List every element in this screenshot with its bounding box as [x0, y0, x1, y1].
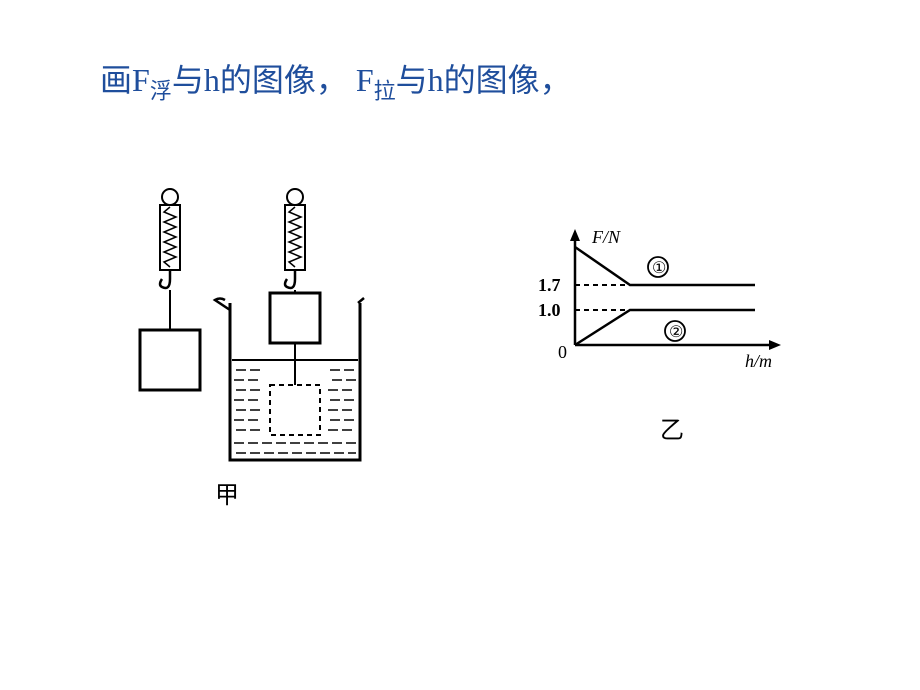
experiment-label: 甲: [215, 475, 239, 510]
title-part2: 与h的图像， F: [172, 62, 374, 98]
y-axis-label: F/N: [591, 227, 621, 247]
beaker: [215, 290, 364, 460]
left-spring-scale: [140, 189, 200, 390]
experiment-diagram: [120, 185, 370, 485]
force-depth-chart: F/N h/m 0 1.7 1.0 ① ②: [520, 225, 810, 400]
title-part3: 与h的图像，: [396, 62, 572, 98]
page-title: 画F浮与h的图像， F拉与h的图像，: [100, 55, 572, 105]
y-tick-2: 1.0: [538, 300, 561, 320]
title-sub1: 浮: [150, 78, 172, 103]
y-tick-1: 1.7: [538, 275, 561, 295]
title-sub2: 拉: [374, 78, 396, 103]
right-spring-scale: [285, 189, 305, 288]
chart-label: 乙: [660, 410, 684, 445]
x-axis-arrow-icon: [769, 340, 781, 350]
title-part1: 画F: [100, 62, 150, 98]
curve-2-label: ②: [669, 324, 683, 341]
x-axis-label: h/m: [745, 351, 772, 371]
origin-label: 0: [558, 342, 567, 362]
y-axis-arrow-icon: [570, 229, 580, 241]
curve-1-label: ①: [652, 260, 666, 277]
